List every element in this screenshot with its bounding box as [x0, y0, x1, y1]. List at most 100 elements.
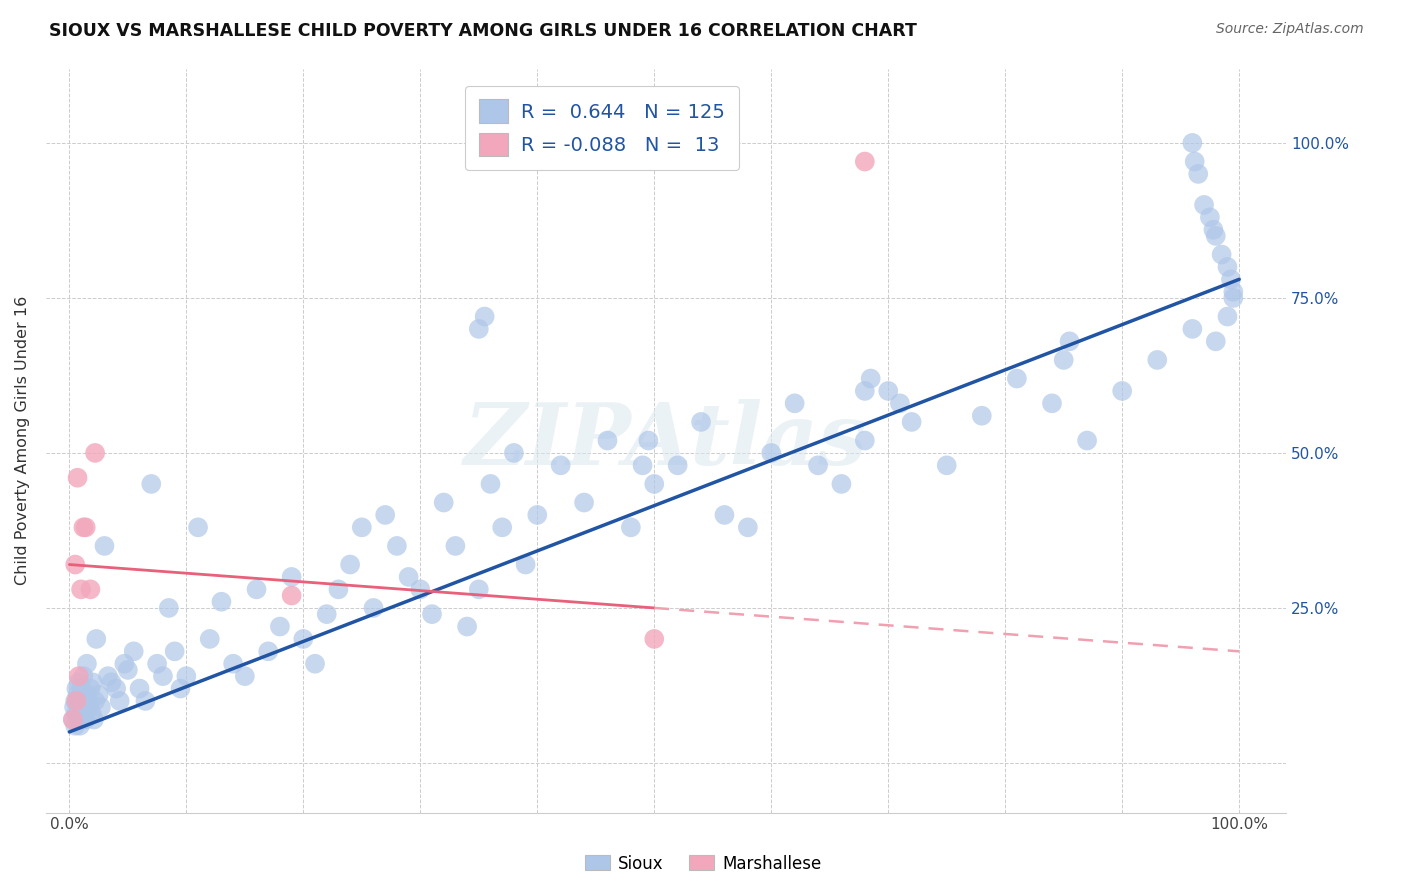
Point — [479, 477, 502, 491]
Point — [853, 434, 876, 448]
Point — [70, 713, 93, 727]
Point — [90, 700, 112, 714]
Point — [1222, 291, 1244, 305]
Point — [374, 508, 396, 522]
Point — [84, 632, 107, 646]
Point — [1205, 334, 1227, 349]
Point — [70, 706, 93, 721]
Legend: Sioux, Marshallese: Sioux, Marshallese — [578, 848, 828, 880]
Point — [63, 700, 86, 714]
Text: Source: ZipAtlas.com: Source: ZipAtlas.com — [1216, 22, 1364, 37]
Point — [637, 434, 659, 448]
Point — [468, 582, 491, 597]
Legend: R =  0.644   N = 125, R = -0.088   N =  13: R = 0.644 N = 125, R = -0.088 N = 13 — [465, 86, 738, 170]
Point — [97, 669, 120, 683]
Point — [93, 539, 115, 553]
Point — [82, 675, 104, 690]
Point — [1187, 167, 1209, 181]
Point — [491, 520, 513, 534]
Point — [72, 669, 94, 683]
Point — [1076, 434, 1098, 448]
Point — [1192, 198, 1215, 212]
Point — [62, 713, 84, 727]
Point — [79, 582, 101, 597]
Point — [84, 694, 107, 708]
Point — [1184, 154, 1206, 169]
Point — [67, 700, 90, 714]
Point — [596, 434, 619, 448]
Point — [737, 520, 759, 534]
Point — [853, 384, 876, 398]
Point — [328, 582, 350, 597]
Point — [572, 495, 595, 509]
Point — [631, 458, 654, 473]
Point — [877, 384, 900, 398]
Point — [550, 458, 572, 473]
Point — [100, 675, 122, 690]
Point — [77, 694, 100, 708]
Point — [280, 589, 302, 603]
Point — [385, 539, 408, 553]
Point — [198, 632, 221, 646]
Point — [233, 669, 256, 683]
Point — [108, 694, 131, 708]
Point — [79, 681, 101, 696]
Point — [468, 322, 491, 336]
Point — [257, 644, 280, 658]
Point — [1199, 211, 1222, 225]
Point — [363, 601, 385, 615]
Point — [1005, 371, 1028, 385]
Point — [420, 607, 443, 621]
Point — [222, 657, 245, 671]
Point — [304, 657, 326, 671]
Point — [1205, 228, 1227, 243]
Point — [1202, 223, 1225, 237]
Point — [643, 632, 665, 646]
Point — [66, 713, 89, 727]
Point — [75, 713, 97, 727]
Point — [526, 508, 548, 522]
Point — [69, 719, 91, 733]
Point — [690, 415, 713, 429]
Point — [112, 657, 135, 671]
Point — [65, 681, 87, 696]
Text: SIOUX VS MARSHALLESE CHILD POVERTY AMONG GIRLS UNDER 16 CORRELATION CHART: SIOUX VS MARSHALLESE CHILD POVERTY AMONG… — [49, 22, 917, 40]
Point — [66, 471, 89, 485]
Point — [122, 644, 145, 658]
Point — [63, 694, 86, 708]
Point — [105, 681, 128, 696]
Point — [65, 706, 87, 721]
Point — [141, 477, 163, 491]
Point — [889, 396, 911, 410]
Point — [146, 657, 169, 671]
Point — [398, 570, 420, 584]
Point — [474, 310, 496, 324]
Point — [63, 558, 86, 572]
Point — [1211, 247, 1233, 261]
Point — [65, 694, 87, 708]
Point — [444, 539, 467, 553]
Point — [1181, 322, 1204, 336]
Point — [292, 632, 315, 646]
Point — [209, 595, 232, 609]
Point — [315, 607, 337, 621]
Point — [73, 706, 96, 721]
Point — [67, 669, 90, 683]
Point — [72, 700, 94, 714]
Point — [176, 669, 198, 683]
Point — [62, 713, 84, 727]
Point — [900, 415, 922, 429]
Point — [859, 371, 882, 385]
Point — [84, 446, 107, 460]
Point — [1059, 334, 1081, 349]
Point — [269, 619, 291, 633]
Point — [1222, 285, 1244, 299]
Point — [66, 688, 89, 702]
Point — [807, 458, 830, 473]
Point — [339, 558, 361, 572]
Point — [75, 520, 97, 534]
Point — [76, 688, 98, 702]
Point — [620, 520, 643, 534]
Point — [157, 601, 180, 615]
Point — [761, 446, 783, 460]
